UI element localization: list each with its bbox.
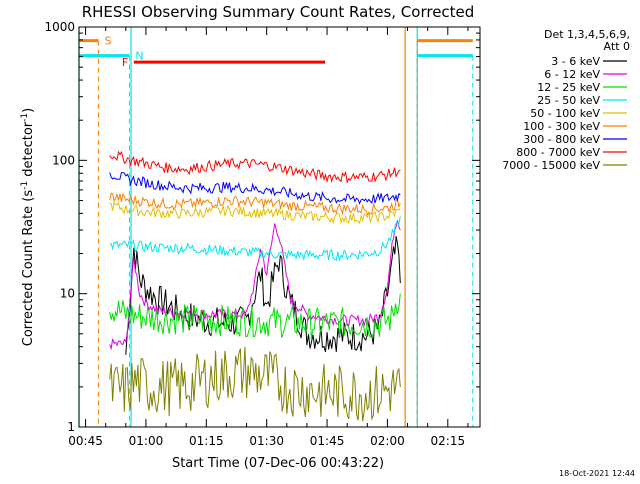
flag-bars: S NF: [79, 35, 474, 427]
x-tick-label: 01:00: [129, 434, 164, 448]
footer-timestamp: 18-Oct-2021 12:44: [559, 469, 635, 478]
y-axis-label-main: Corrected Count Rate (s: [21, 190, 36, 347]
legend-label: 7000 - 15000 keV: [502, 159, 600, 172]
flag-label-f: F: [122, 56, 128, 69]
x-tick-label: 02:15: [431, 434, 466, 448]
y-tick-label: 1: [67, 420, 75, 434]
series-line: [109, 171, 401, 205]
legend-label: 3 - 6 keV: [551, 55, 600, 68]
series-line: [109, 220, 401, 351]
x-tick-label: 01:45: [310, 434, 345, 448]
y-axis-label-end: ): [21, 108, 36, 113]
y-axis-label-sup2: -1: [20, 113, 30, 122]
legend-label: 100 - 300 keV: [523, 120, 600, 133]
y-tick-label: 1000: [44, 20, 75, 34]
y-axis: 1 10 100 1000: [44, 20, 480, 434]
series-line: [109, 150, 401, 184]
series-line: [125, 236, 401, 355]
legend-label: 50 - 100 keV: [530, 107, 600, 120]
legend-label: 800 - 7000 keV: [516, 146, 600, 159]
legend-header-line2: Att 0: [604, 40, 630, 53]
flag-label-s: S: [104, 35, 111, 48]
chart-title: RHESSI Observing Summary Count Rates, Co…: [82, 3, 475, 21]
x-tick-label: 00:45: [68, 434, 103, 448]
plot-area: [78, 27, 418, 427]
series-line: [109, 192, 401, 216]
y-tick-label: 100: [52, 153, 75, 167]
x-tick-label: 01:15: [189, 434, 224, 448]
legend-label: 6 - 12 keV: [544, 68, 600, 81]
y-tick-label: 10: [60, 287, 75, 301]
series-line: [109, 216, 401, 262]
plot-frame: [78, 26, 481, 428]
x-tick-label: 02:00: [370, 434, 405, 448]
y-axis-label-sup1: -1: [20, 181, 30, 190]
legend-label: 25 - 50 keV: [537, 94, 600, 107]
y-axis-label: Corrected Count Rate (s-1 detector-1): [20, 108, 36, 346]
flag-label-n: N: [135, 50, 143, 63]
legend-header-line1: Det 1,3,4,5,6,9,: [544, 28, 630, 41]
x-axis: 00:45 01:00 01:15 01:30 01:45 02:00 02:15: [68, 27, 469, 448]
series-line: [109, 346, 401, 422]
x-tick-label: 01:30: [249, 434, 284, 448]
series-line: [109, 200, 401, 225]
legend-label: 12 - 25 keV: [537, 81, 600, 94]
legend-label: 300 - 800 keV: [523, 133, 600, 146]
y-axis-label-mid: detector: [21, 121, 36, 181]
x-axis-label: Start Time (07-Dec-06 00:43:22): [172, 456, 384, 471]
series-line: [109, 293, 401, 340]
